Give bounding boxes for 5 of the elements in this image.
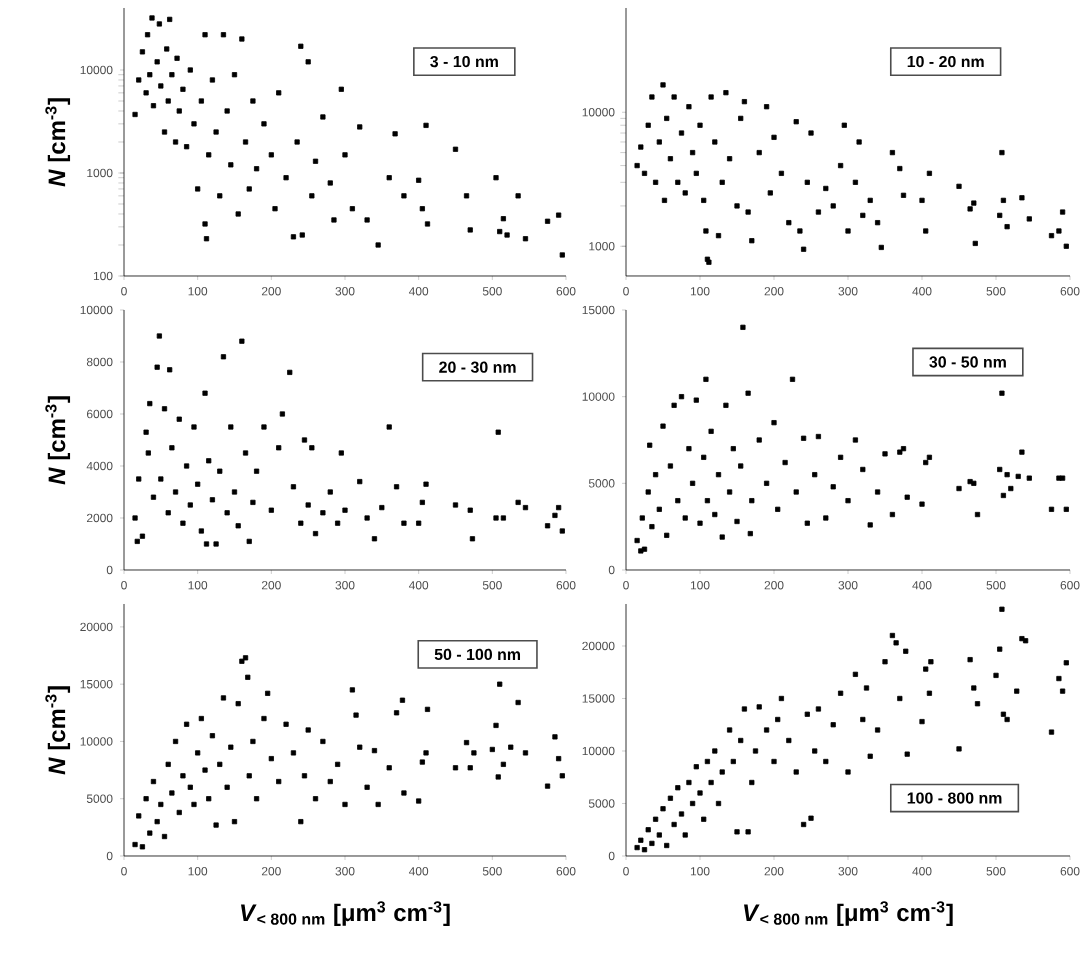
y-axis-title: N [cm$^{-3}$] bbox=[45, 686, 71, 775]
x-axis-title: V$_{< 800 nm}$ [μm$^{3}$ cm$^{-3}$] bbox=[241, 901, 450, 926]
x-axis-title: V$_{< 800 nm}$ [μm$^{3}$ cm$^{-3}$] bbox=[744, 901, 953, 926]
y-axis-title: N [cm$^{-3}$] bbox=[45, 98, 71, 187]
y-axis-title: N [cm$^{-3}$] bbox=[45, 396, 71, 485]
